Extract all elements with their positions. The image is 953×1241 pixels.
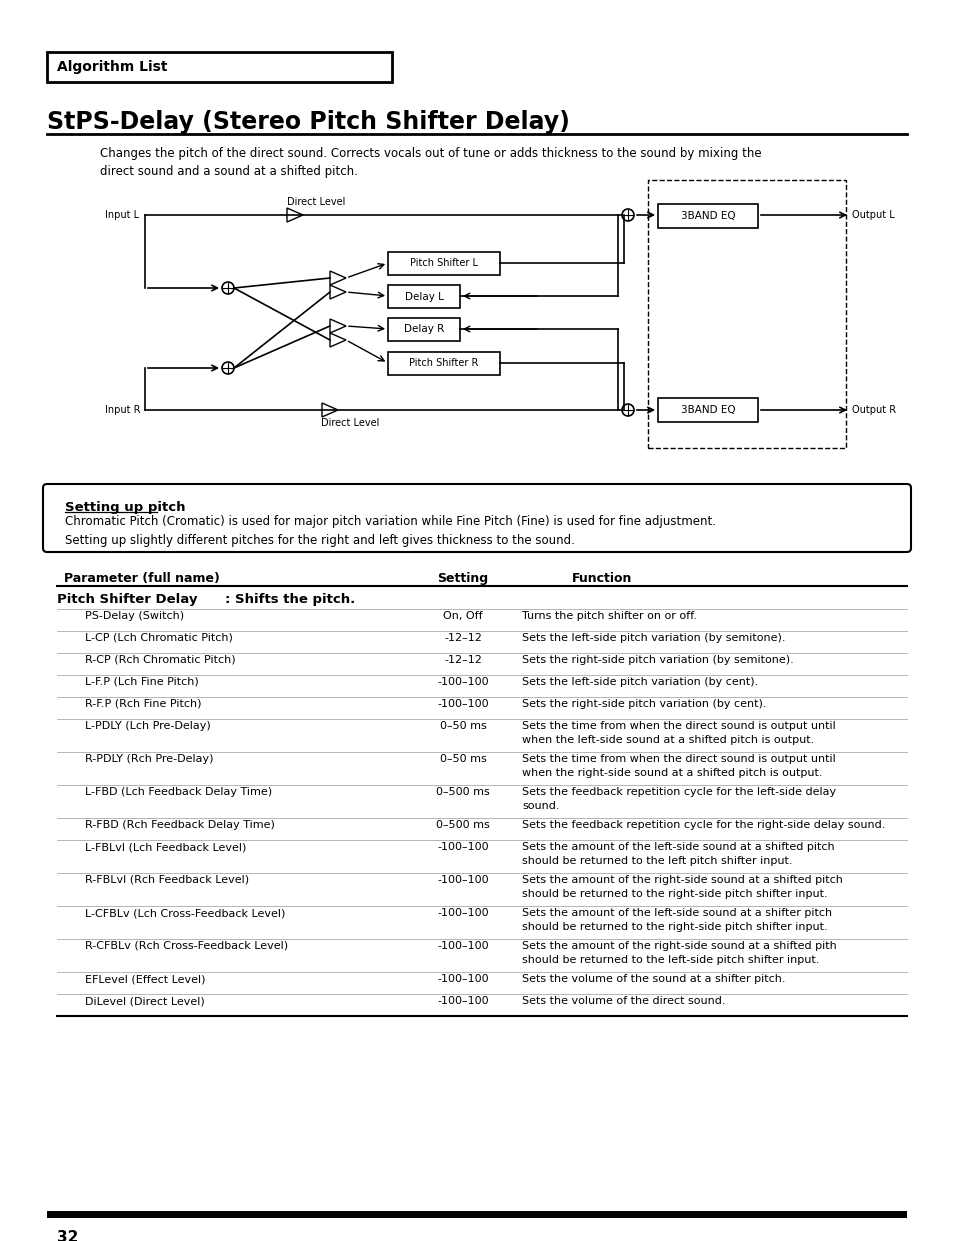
Text: Setting up pitch: Setting up pitch [65, 501, 185, 514]
Text: 0–50 ms: 0–50 ms [439, 755, 486, 764]
Text: Input L: Input L [105, 210, 139, 220]
Text: R-FBLvl (Rch Feedback Level): R-FBLvl (Rch Feedback Level) [85, 875, 249, 885]
Text: Sets the time from when the direct sound is output until
when the right-side sou: Sets the time from when the direct sound… [521, 755, 835, 778]
Text: Sets the right-side pitch variation (by semitone).: Sets the right-side pitch variation (by … [521, 655, 793, 665]
Text: -12–12: -12–12 [443, 633, 481, 643]
Text: 32: 32 [57, 1230, 78, 1241]
Text: 0–50 ms: 0–50 ms [439, 721, 486, 731]
Text: L-PDLY (Lch Pre-Delay): L-PDLY (Lch Pre-Delay) [85, 721, 211, 731]
Text: L-FBLvl (Lch Feedback Level): L-FBLvl (Lch Feedback Level) [85, 841, 246, 853]
Text: Sets the volume of the direct sound.: Sets the volume of the direct sound. [521, 997, 724, 1006]
Bar [658, 204, 758, 228]
Text: Direct Level: Direct Level [287, 197, 345, 207]
Text: -100–100: -100–100 [436, 875, 488, 885]
Text: 0–500 ms: 0–500 ms [436, 787, 489, 797]
Text: Direct Level: Direct Level [320, 418, 378, 428]
Text: R-PDLY (Rch Pre-Delay): R-PDLY (Rch Pre-Delay) [85, 755, 213, 764]
Text: -100–100: -100–100 [436, 997, 488, 1006]
Text: Turns the pitch shifter on or off.: Turns the pitch shifter on or off. [521, 611, 697, 620]
Bar [388, 252, 499, 276]
FancyBboxPatch shape [43, 484, 910, 552]
Text: R-CFBLv (Rch Cross-Feedback Level): R-CFBLv (Rch Cross-Feedback Level) [85, 941, 288, 951]
Text: Sets the right-side pitch variation (by cent).: Sets the right-side pitch variation (by … [521, 699, 765, 709]
Text: L-FBD (Lch Feedback Delay Time): L-FBD (Lch Feedback Delay Time) [85, 787, 272, 797]
Polygon shape [330, 271, 346, 285]
Text: R-CP (Rch Chromatic Pitch): R-CP (Rch Chromatic Pitch) [85, 655, 235, 665]
Bar [647, 180, 845, 448]
Text: Sets the time from when the direct sound is output until
when the left-side soun: Sets the time from when the direct sound… [521, 721, 835, 745]
Polygon shape [330, 319, 346, 333]
Text: Sets the amount of the left-side sound at a shifter pitch
should be returned to : Sets the amount of the left-side sound a… [521, 908, 831, 932]
Text: -100–100: -100–100 [436, 699, 488, 709]
Text: Sets the amount of the right-side sound at a shifted pith
should be returned to : Sets the amount of the right-side sound … [521, 941, 836, 965]
Text: Pitch Shifter R: Pitch Shifter R [409, 359, 478, 369]
Text: -12–12: -12–12 [443, 655, 481, 665]
Text: Sets the feedback repetition cycle for the left-side delay
sound.: Sets the feedback repetition cycle for t… [521, 787, 835, 812]
Text: Sets the amount of the right-side sound at a shifted pitch
should be returned to: Sets the amount of the right-side sound … [521, 875, 842, 898]
Text: On, Off: On, Off [443, 611, 482, 620]
Text: -100–100: -100–100 [436, 678, 488, 688]
Text: Input R: Input R [105, 405, 140, 414]
Text: DiLevel (Direct Level): DiLevel (Direct Level) [85, 997, 205, 1006]
Text: L-F.P (Lch Fine Pitch): L-F.P (Lch Fine Pitch) [85, 678, 198, 688]
Text: Sets the feedback repetition cycle for the right-side delay sound.: Sets the feedback repetition cycle for t… [521, 820, 884, 830]
Text: 0–500 ms: 0–500 ms [436, 820, 489, 830]
Text: -100–100: -100–100 [436, 974, 488, 984]
Polygon shape [330, 285, 346, 299]
Text: Chromatic Pitch (Cromatic) is used for major pitch variation while Fine Pitch (F: Chromatic Pitch (Cromatic) is used for m… [65, 515, 716, 547]
Text: Pitch Shifter Delay: Pitch Shifter Delay [57, 593, 197, 606]
Text: Sets the left-side pitch variation (by semitone).: Sets the left-side pitch variation (by s… [521, 633, 784, 643]
Text: L-CP (Lch Chromatic Pitch): L-CP (Lch Chromatic Pitch) [85, 633, 233, 643]
Bar [658, 398, 758, 422]
Text: StPS-Delay (Stereo Pitch Shifter Delay): StPS-Delay (Stereo Pitch Shifter Delay) [47, 110, 569, 134]
Text: Parameter (full name): Parameter (full name) [64, 572, 220, 585]
Text: Algorithm List: Algorithm List [57, 60, 168, 74]
Polygon shape [322, 403, 337, 417]
Text: PS-Delay (Switch): PS-Delay (Switch) [85, 611, 184, 620]
Text: Delay L: Delay L [404, 292, 443, 302]
Text: Output L: Output L [851, 210, 894, 220]
Text: Function: Function [571, 572, 632, 585]
Text: Delay R: Delay R [403, 324, 444, 335]
Text: Output R: Output R [851, 405, 895, 414]
Text: : Shifts the pitch.: : Shifts the pitch. [225, 593, 355, 606]
Bar [388, 285, 459, 308]
Bar [47, 1211, 906, 1217]
Bar [47, 52, 392, 82]
Text: EFLevel (Effect Level): EFLevel (Effect Level) [85, 974, 205, 984]
Text: Pitch Shifter L: Pitch Shifter L [410, 258, 477, 268]
Text: R-F.P (Rch Fine Pitch): R-F.P (Rch Fine Pitch) [85, 699, 201, 709]
Bar [388, 352, 499, 375]
Polygon shape [287, 208, 303, 222]
Text: 3BAND EQ: 3BAND EQ [680, 211, 735, 221]
Text: -100–100: -100–100 [436, 941, 488, 951]
Text: Changes the pitch of the direct sound. Corrects vocals out of tune or adds thick: Changes the pitch of the direct sound. C… [100, 146, 760, 177]
Text: L-CFBLv (Lch Cross-Feedback Level): L-CFBLv (Lch Cross-Feedback Level) [85, 908, 285, 918]
Text: Sets the volume of the sound at a shifter pitch.: Sets the volume of the sound at a shifte… [521, 974, 784, 984]
Text: Sets the left-side pitch variation (by cent).: Sets the left-side pitch variation (by c… [521, 678, 758, 688]
Bar [388, 318, 459, 341]
Text: Sets the amount of the left-side sound at a shifted pitch
should be returned to : Sets the amount of the left-side sound a… [521, 841, 834, 866]
Polygon shape [330, 333, 346, 347]
Text: -100–100: -100–100 [436, 908, 488, 918]
Text: 3BAND EQ: 3BAND EQ [680, 405, 735, 414]
Text: R-FBD (Rch Feedback Delay Time): R-FBD (Rch Feedback Delay Time) [85, 820, 274, 830]
Text: -100–100: -100–100 [436, 841, 488, 853]
Text: Setting: Setting [437, 572, 488, 585]
